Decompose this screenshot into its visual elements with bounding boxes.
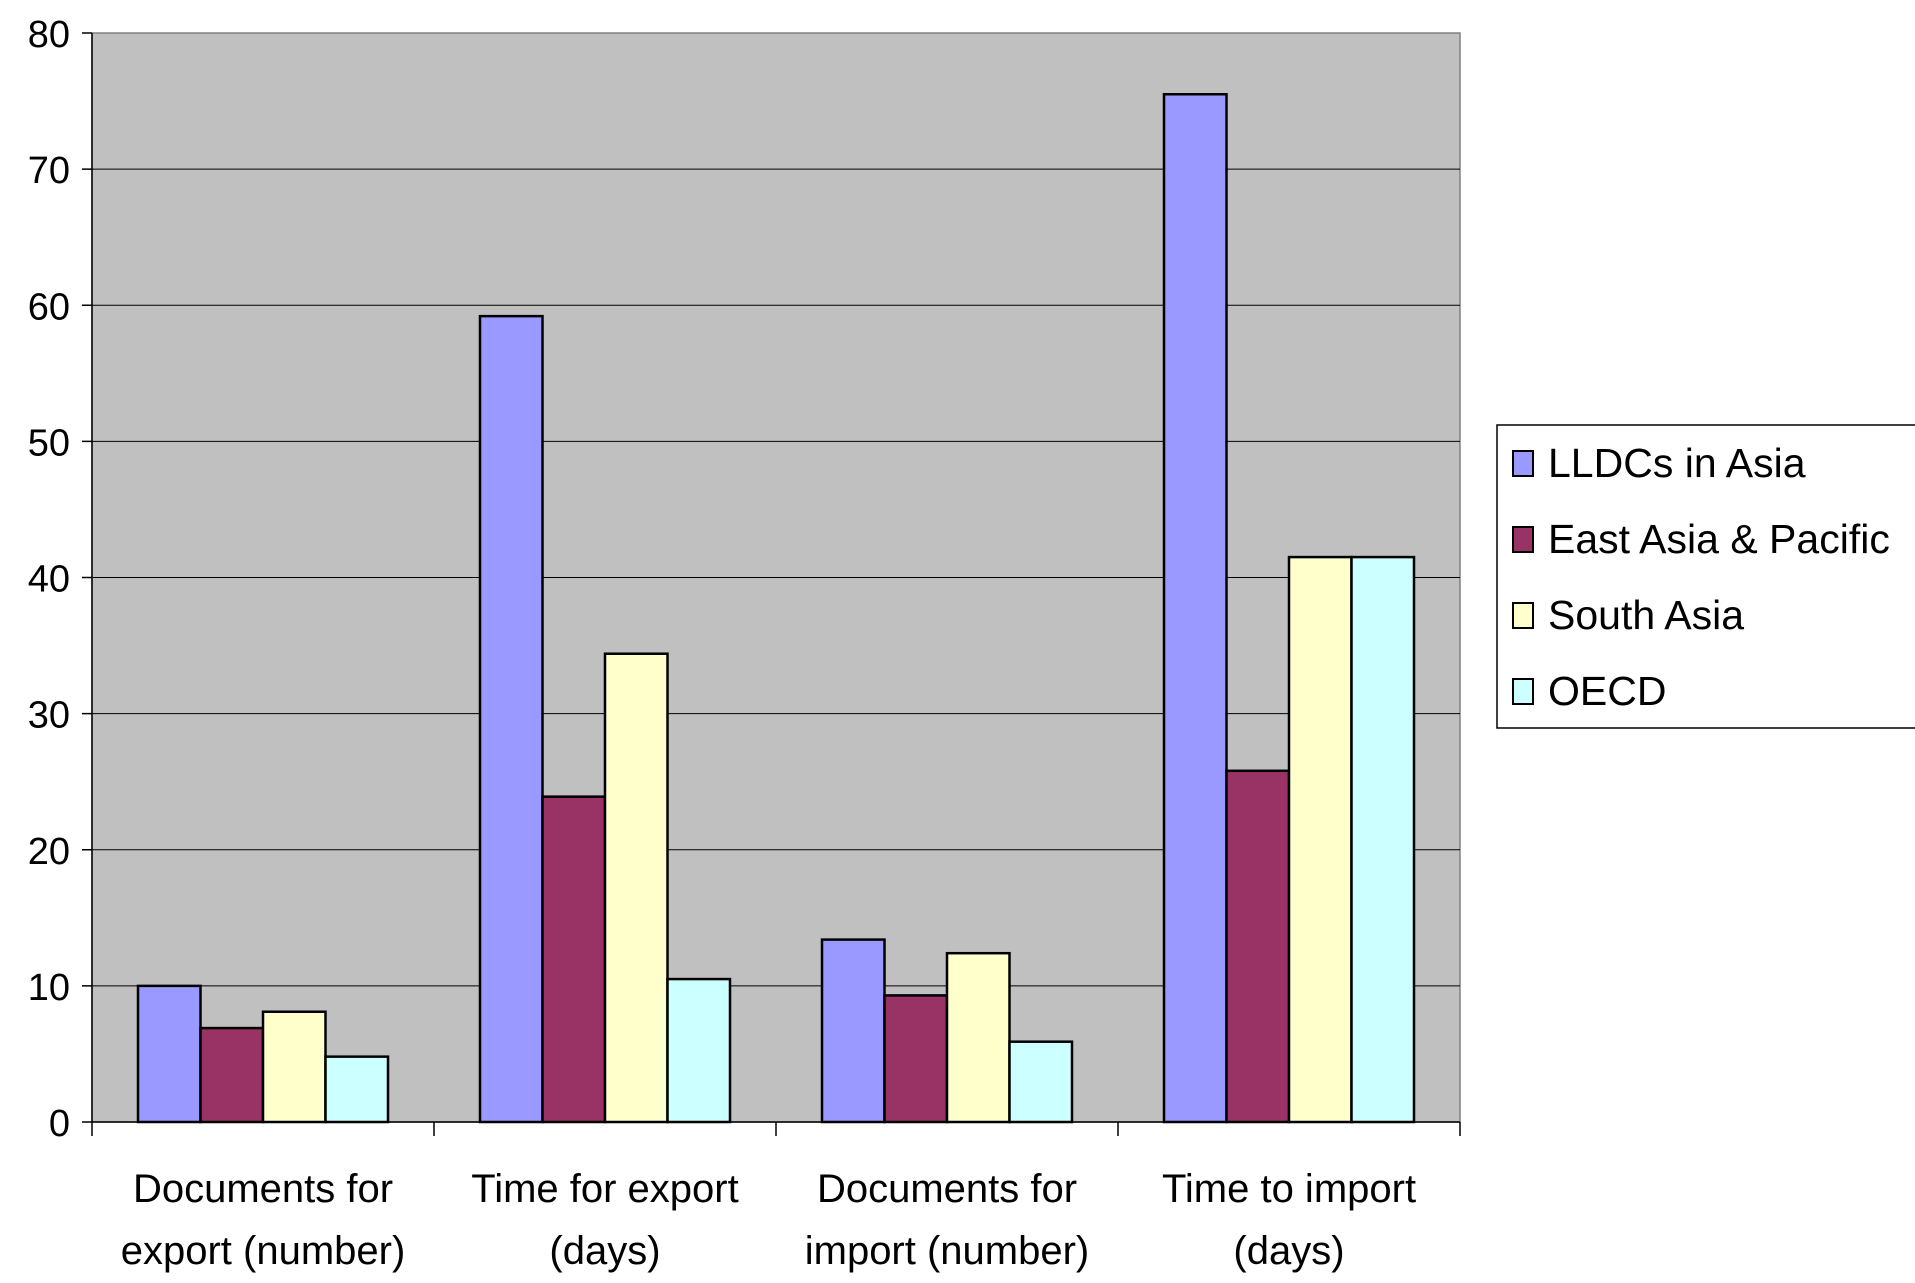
- x-tick-label-2-1: Time for export: [471, 1167, 738, 1211]
- y-tick-label-2: 20: [28, 831, 70, 873]
- bar-3-4: [1008, 1040, 1074, 1124]
- bar-2-2: [541, 795, 607, 1124]
- y-tick-label-0: 0: [49, 1103, 70, 1145]
- bar-1-1: [136, 984, 202, 1124]
- y-tick-label-3: 30: [28, 695, 70, 737]
- bar-4-3: [1287, 555, 1353, 1124]
- x-tick-label-1-1: Documents for: [133, 1167, 393, 1211]
- legend-label-3: South Asia: [1548, 592, 1744, 638]
- x-tick-label-4-1: Time to import: [1162, 1167, 1416, 1211]
- y-tick-label-8: 80: [28, 14, 70, 56]
- legend-swatch-2: [1512, 526, 1534, 553]
- x-tick-label-3-2: import (number): [805, 1229, 1090, 1273]
- y-tick-label-4: 40: [28, 559, 70, 601]
- bar-2-1: [478, 314, 544, 1124]
- legend-swatch-4: [1512, 678, 1534, 705]
- legend-swatch-3: [1512, 602, 1534, 629]
- y-tick-label-6: 60: [28, 286, 70, 328]
- x-tick-label-4-2: (days): [1233, 1229, 1344, 1273]
- y-tick-label-7: 70: [28, 150, 70, 192]
- bar-3-2: [883, 994, 949, 1124]
- y-tick-label-1: 10: [28, 967, 70, 1009]
- bar-3-3: [945, 951, 1011, 1124]
- legend-label-4: OECD: [1548, 668, 1666, 714]
- bar-4-4: [1350, 555, 1416, 1124]
- bar-1-4: [324, 1055, 390, 1124]
- bar-2-4: [666, 977, 732, 1124]
- bar-1-2: [199, 1026, 265, 1124]
- legend-label-1: LLDCs in Asia: [1548, 440, 1806, 486]
- y-tick-label-5: 50: [28, 422, 70, 464]
- legend-swatch-1: [1512, 450, 1534, 477]
- x-tick-label-3-1: Documents for: [817, 1167, 1077, 1211]
- bar-3-1: [820, 938, 886, 1124]
- bar-4-1: [1162, 93, 1228, 1124]
- bar-4-2: [1225, 769, 1291, 1124]
- legend: [1496, 424, 1915, 729]
- x-tick-label-2-2: (days): [549, 1229, 660, 1273]
- bar-2-3: [603, 652, 669, 1124]
- x-tick-label-1-2: export (number): [121, 1229, 406, 1273]
- legend-label-2: East Asia & Pacific: [1548, 516, 1890, 562]
- bar-1-3: [261, 1010, 327, 1124]
